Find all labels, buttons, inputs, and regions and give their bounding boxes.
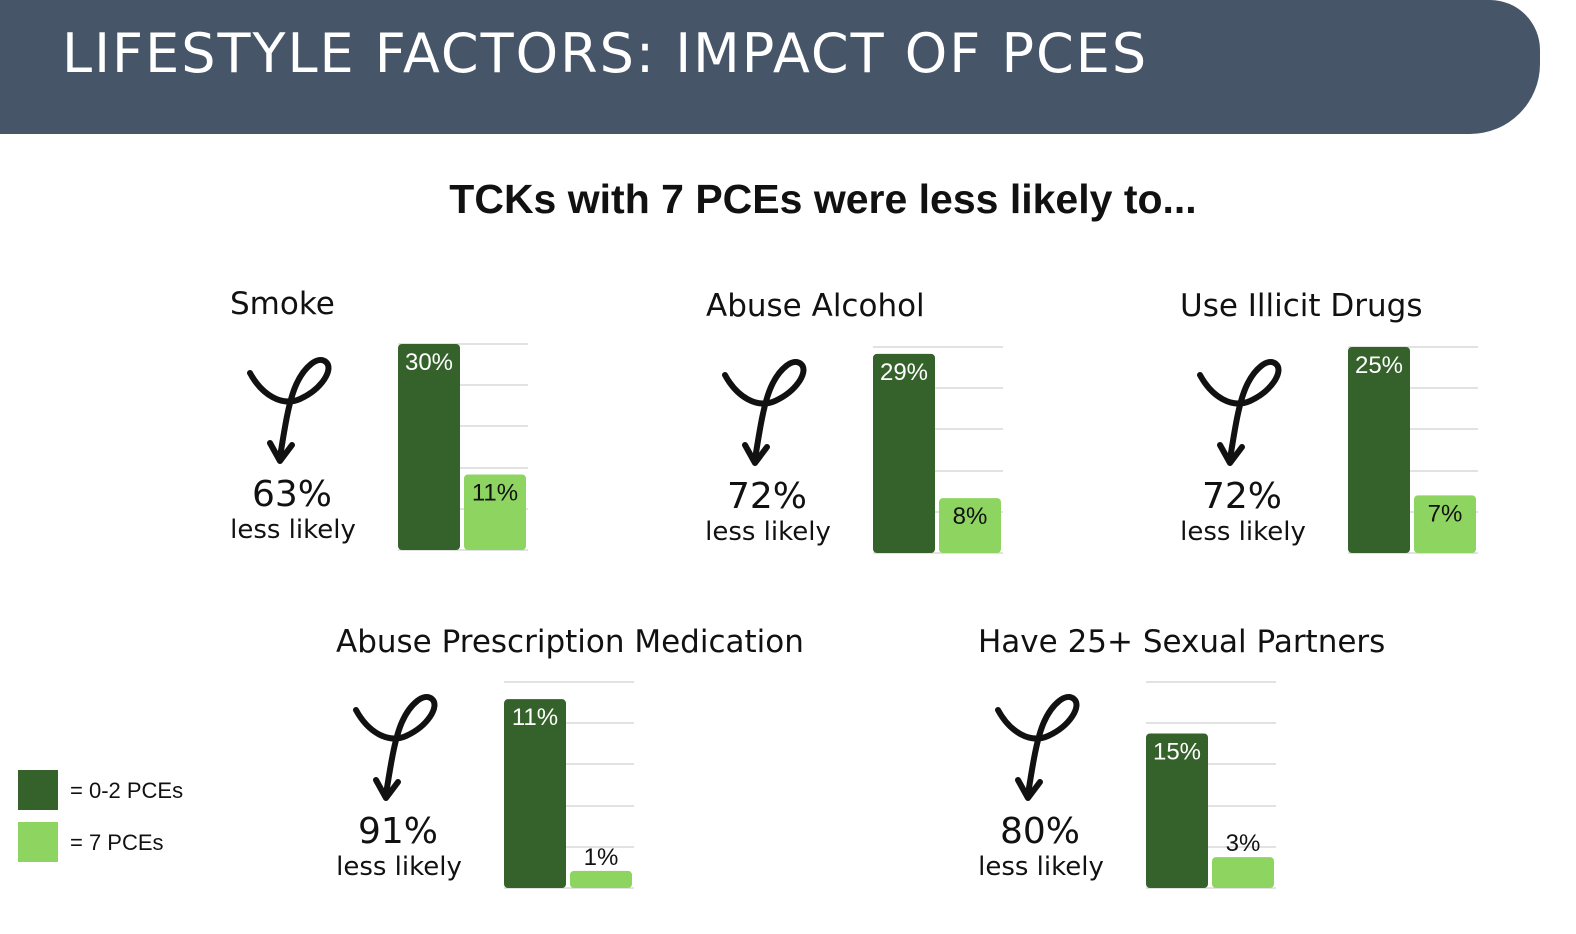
page-title: LIFESTYLE FACTORS: IMPACT OF PCES — [62, 22, 1149, 85]
bar-0-2-pces — [504, 699, 566, 888]
bar-7-pces — [1414, 495, 1476, 553]
bar-7-pces — [939, 498, 1001, 553]
bar-7-pces — [570, 870, 632, 888]
data-label-0-2-pces: 11% — [512, 704, 558, 731]
data-label-7-pces: 1% — [584, 844, 619, 871]
bar-0-2-pces — [873, 353, 935, 553]
bar-chart-abuse-alcohol: 29% 8% — [873, 346, 1003, 554]
reduction-percent-illicit-drugs: 72% — [1201, 476, 1282, 517]
data-label-0-2-pces: 29% — [880, 359, 928, 386]
curved-down-arrow-icon — [995, 694, 1080, 801]
reduction-percent-prescription-medication: 91% — [357, 811, 438, 852]
data-label-0-2-pces: 30% — [405, 349, 453, 376]
chart-title-smoke: Smoke — [230, 286, 335, 322]
bar-chart-sexual-partners: 15% 3% — [1146, 681, 1276, 889]
data-label-0-2-pces: 15% — [1153, 739, 1201, 766]
legend-label-7-pces: = 7 PCEs — [70, 830, 164, 855]
bar-0-2-pces — [1348, 347, 1410, 553]
bar-chart-smoke: 30% 11% — [398, 343, 528, 551]
data-label-0-2-pces: 25% — [1355, 352, 1403, 379]
chart-title-illicit-drugs: Use Illicit Drugs — [1180, 288, 1423, 324]
less-likely-label-prescription-medication: less likely — [336, 852, 462, 882]
less-likely-label-illicit-drugs: less likely — [1180, 517, 1306, 547]
reduction-percent-abuse-alcohol: 72% — [726, 476, 807, 517]
page-subtitle: TCKs with 7 PCEs were less likely to... — [449, 176, 1197, 222]
less-likely-label-sexual-partners: less likely — [978, 852, 1104, 882]
curved-down-arrow-icon — [722, 359, 807, 466]
data-label-7-pces: 7% — [1428, 500, 1463, 527]
less-likely-label-smoke: less likely — [230, 515, 356, 545]
less-likely-label-abuse-alcohol: less likely — [705, 517, 831, 547]
legend-swatch-light-green — [18, 822, 58, 862]
chart-title-abuse-alcohol: Abuse Alcohol — [706, 288, 925, 324]
bar-7-pces — [464, 474, 526, 550]
bar-0-2-pces — [398, 344, 460, 550]
chart-title-sexual-partners: Have 25+ Sexual Partners — [978, 624, 1386, 660]
data-label-7-pces: 3% — [1226, 830, 1261, 857]
bar-7-pces — [1212, 857, 1274, 888]
bar-chart-prescription-medication: 11% 1% — [504, 681, 634, 889]
curved-down-arrow-icon — [247, 357, 332, 464]
curved-down-arrow-icon — [1197, 359, 1282, 466]
legend-label-0-2-pces: = 0-2 PCEs — [70, 778, 184, 803]
data-label-7-pces: 11% — [472, 479, 518, 506]
curved-down-arrow-icon — [353, 694, 438, 801]
data-label-7-pces: 8% — [953, 503, 988, 530]
legend-swatch-dark-green — [18, 770, 58, 810]
header-banner: LIFESTYLE FACTORS: IMPACT OF PCES — [0, 0, 1540, 134]
reduction-percent-smoke: 63% — [251, 474, 332, 515]
chart-title-prescription-medication: Abuse Prescription Medication — [336, 624, 804, 660]
reduction-percent-sexual-partners: 80% — [999, 811, 1080, 852]
bar-0-2-pces — [1146, 733, 1208, 888]
bar-chart-illicit-drugs: 25% 7% — [1348, 346, 1478, 554]
